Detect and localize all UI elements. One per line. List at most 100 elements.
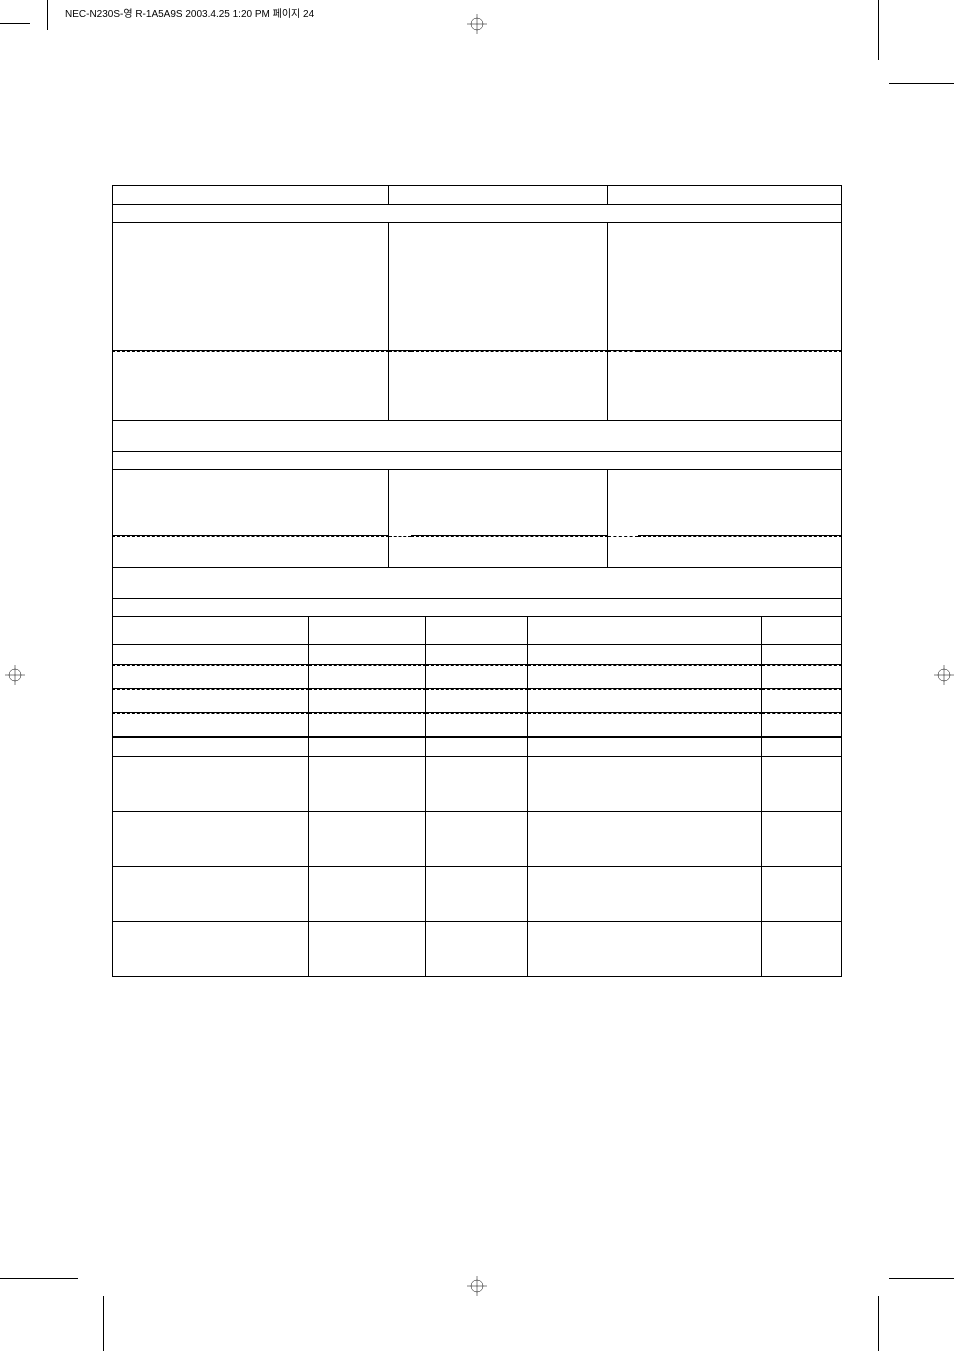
registration-mark-icon — [467, 1276, 487, 1296]
table-cell — [309, 645, 426, 665]
table-cell — [112, 867, 309, 922]
table-cell — [528, 689, 762, 713]
table-cell — [426, 922, 528, 977]
table-cell — [309, 665, 426, 689]
table-cell — [411, 536, 608, 568]
table-cell — [309, 689, 426, 713]
table-cell — [112, 351, 389, 421]
table-cell — [528, 737, 762, 757]
table-subheader-cell — [112, 599, 842, 617]
table-cell — [411, 223, 608, 351]
table-cell — [762, 757, 842, 812]
table-cell — [638, 223, 842, 351]
table-cell — [112, 713, 309, 737]
crop-mark — [0, 1278, 78, 1279]
table-gap — [389, 223, 411, 351]
table-header-cell — [112, 420, 842, 452]
table-cell — [426, 665, 528, 689]
table-cell — [528, 645, 762, 665]
table-cell — [309, 867, 426, 922]
section3-row — [112, 737, 842, 757]
table-cell — [309, 757, 426, 812]
page-content — [112, 185, 842, 977]
table-cell — [426, 617, 528, 645]
table-cell — [638, 536, 842, 568]
crop-mark — [878, 0, 879, 60]
table-cell — [112, 617, 309, 645]
table-cell — [112, 689, 309, 713]
table-cell — [762, 812, 842, 867]
crop-mark — [878, 1296, 879, 1351]
table-gap — [389, 536, 411, 568]
table-cell — [426, 689, 528, 713]
table-cell — [528, 617, 762, 645]
table-cell — [762, 617, 842, 645]
table-cell — [309, 617, 426, 645]
table-cell — [411, 470, 608, 536]
crop-mark — [103, 1296, 104, 1351]
section3-row — [112, 757, 842, 812]
table-subheader-cell — [112, 452, 842, 470]
section3-subheader — [112, 599, 842, 617]
table-header-cell — [608, 185, 842, 205]
table-cell — [426, 812, 528, 867]
table-cell — [426, 645, 528, 665]
table-cell — [762, 867, 842, 922]
table-cell — [543, 757, 762, 812]
table-gap — [528, 867, 543, 922]
table-cell — [112, 470, 389, 536]
crop-mark — [0, 23, 30, 24]
section3-row — [112, 645, 842, 665]
table-cell — [638, 351, 842, 421]
table-cell — [112, 536, 389, 568]
table-cell — [309, 922, 426, 977]
table-cell — [762, 737, 842, 757]
registration-mark-icon — [5, 665, 25, 685]
table-cell — [762, 922, 842, 977]
table-cell — [762, 645, 842, 665]
section2-row — [112, 470, 842, 536]
table-gap — [528, 757, 543, 812]
section2-header — [112, 420, 842, 452]
table-cell — [309, 812, 426, 867]
table-gap — [528, 922, 543, 977]
table-cell — [112, 737, 309, 757]
table-gap — [528, 812, 543, 867]
table-gap — [608, 536, 637, 568]
section1-row — [112, 350, 842, 421]
registration-mark-icon — [467, 14, 487, 34]
crop-mark — [889, 83, 954, 84]
table-header-cell — [112, 185, 389, 205]
document-header: NEC-N230S-영 R-1A5A9S 2003.4.25 1:20 PM 페… — [65, 5, 314, 20]
table-cell — [426, 713, 528, 737]
table-cell — [762, 713, 842, 737]
table-gap — [608, 223, 637, 351]
section3-row — [112, 713, 842, 737]
table-gap — [389, 470, 411, 536]
section2-subheader — [112, 452, 842, 470]
section3-row — [112, 922, 842, 977]
section1-row — [112, 223, 842, 351]
table-cell — [112, 757, 309, 812]
section3-row — [112, 812, 842, 867]
table-cell — [543, 922, 762, 977]
table-cell — [543, 867, 762, 922]
table-gap — [389, 351, 411, 421]
table-header-cell — [389, 185, 608, 205]
section3-row — [112, 689, 842, 713]
table-cell — [411, 351, 608, 421]
table-header-cell — [112, 567, 842, 599]
table-cell — [528, 713, 762, 737]
section3-header — [112, 567, 842, 599]
table-gap — [608, 470, 637, 536]
table-subheader-cell — [112, 205, 842, 223]
table-cell — [112, 645, 309, 665]
table-cell — [112, 223, 389, 351]
section3-row — [112, 665, 842, 689]
table-cell — [762, 665, 842, 689]
registration-mark-icon — [934, 665, 954, 685]
table-cell — [112, 922, 309, 977]
table-cell — [638, 470, 842, 536]
section3-row — [112, 867, 842, 922]
crop-mark — [47, 0, 48, 30]
